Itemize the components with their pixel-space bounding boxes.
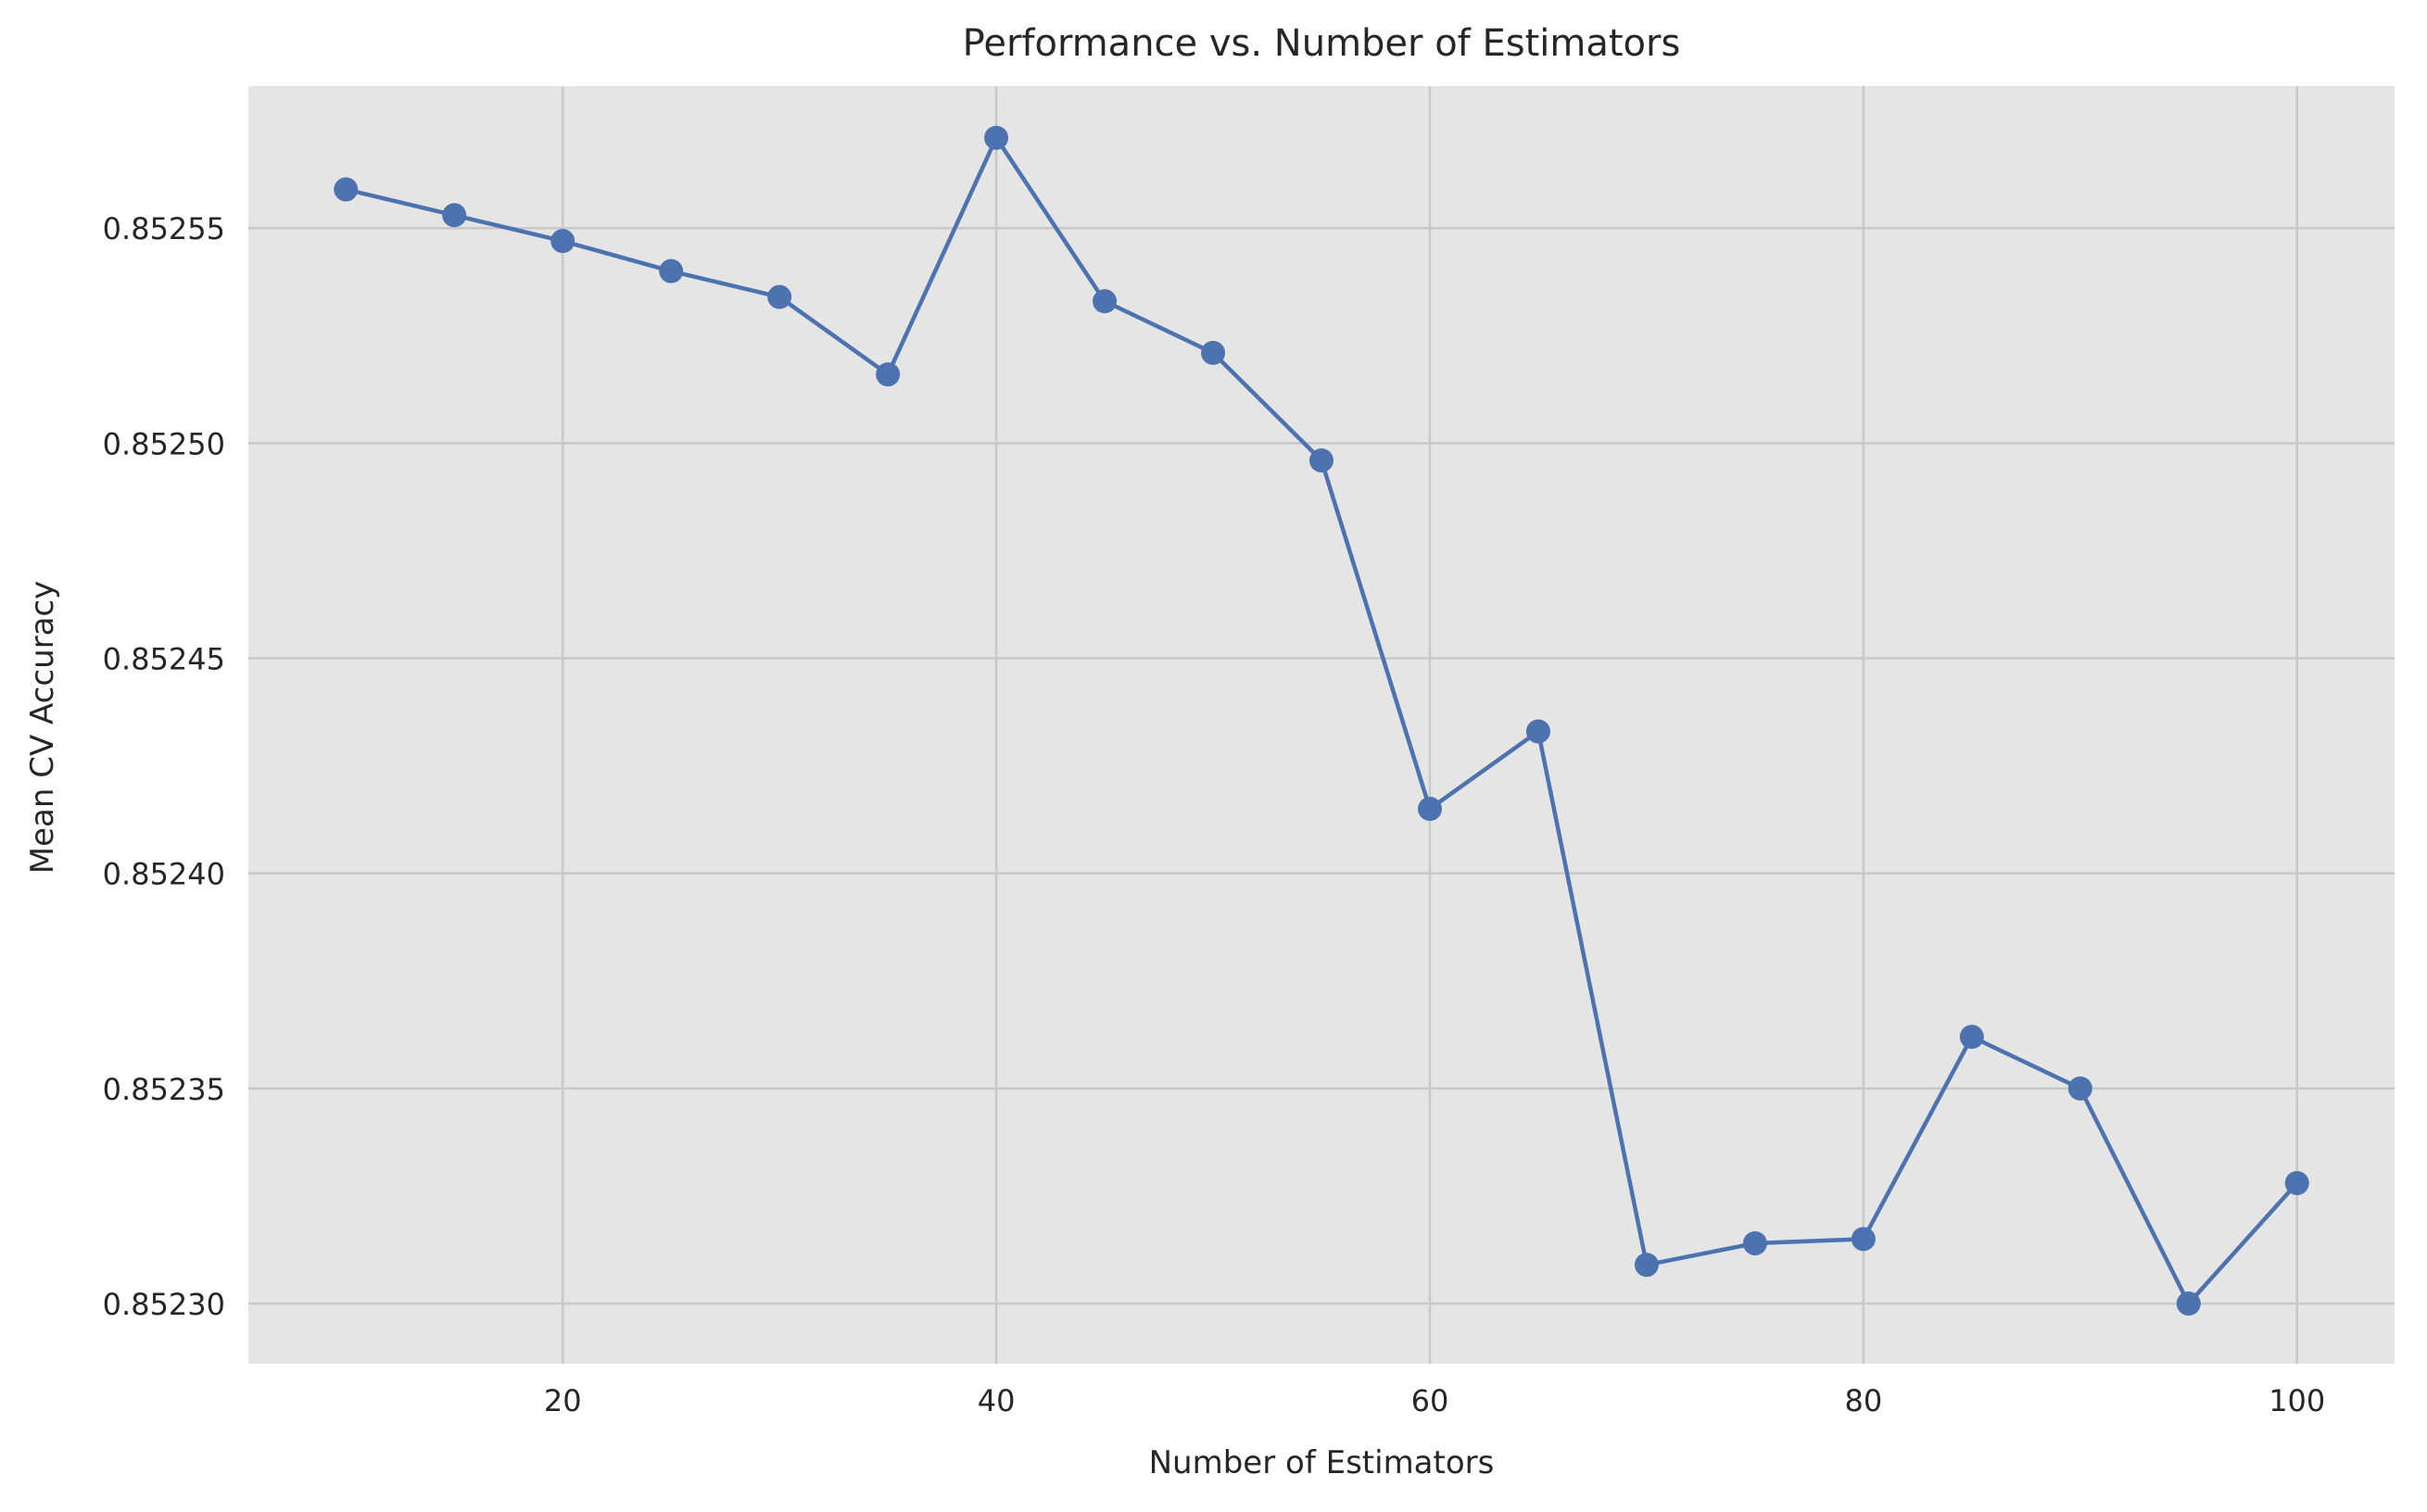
data-point <box>767 284 792 309</box>
chart-title: Performance vs. Number of Estimators <box>963 22 1681 65</box>
x-tick-label: 100 <box>2269 1383 2325 1418</box>
axes: 20 40 60 80 100 0.85230 0.85235 0.85240 0.85245 0… <box>103 211 2326 1418</box>
x-tick-label: 20 <box>544 1383 582 1418</box>
data-point <box>334 177 359 202</box>
y-tick-label: 0.85240 <box>103 857 225 892</box>
series-layer <box>334 125 2309 1316</box>
data-point <box>1851 1227 1876 1252</box>
data-point <box>659 258 684 284</box>
data-point <box>1201 340 1226 365</box>
x-tick-label: 60 <box>1411 1383 1449 1418</box>
data-point <box>550 229 575 254</box>
gridlines <box>248 86 2395 1364</box>
data-point <box>876 362 901 387</box>
x-tick-label: 40 <box>978 1383 1016 1418</box>
data-point <box>2067 1076 2092 1101</box>
y-tick-label: 0.85250 <box>103 426 225 461</box>
data-point <box>1959 1025 1984 1050</box>
x-tick-label: 80 <box>1844 1383 1882 1418</box>
data-point <box>1417 797 1442 822</box>
y-axis-label: Mean CV Accuracy <box>24 581 61 874</box>
data-point <box>1634 1253 1659 1278</box>
data-point <box>442 203 467 228</box>
plot-background <box>248 86 2395 1364</box>
data-point <box>1525 719 1550 744</box>
data-point <box>1093 289 1118 314</box>
x-axis-label: Number of Estimators <box>1149 1444 1495 1481</box>
y-tick-label: 0.85245 <box>103 642 225 677</box>
data-point <box>1742 1230 1767 1255</box>
data-point <box>2284 1170 2309 1195</box>
data-point <box>1309 447 1334 472</box>
y-tick-label: 0.85230 <box>103 1287 225 1322</box>
data-point <box>984 125 1009 150</box>
y-tick-label: 0.85255 <box>103 211 225 246</box>
data-point <box>2176 1291 2201 1316</box>
y-tick-label: 0.85235 <box>103 1072 225 1107</box>
